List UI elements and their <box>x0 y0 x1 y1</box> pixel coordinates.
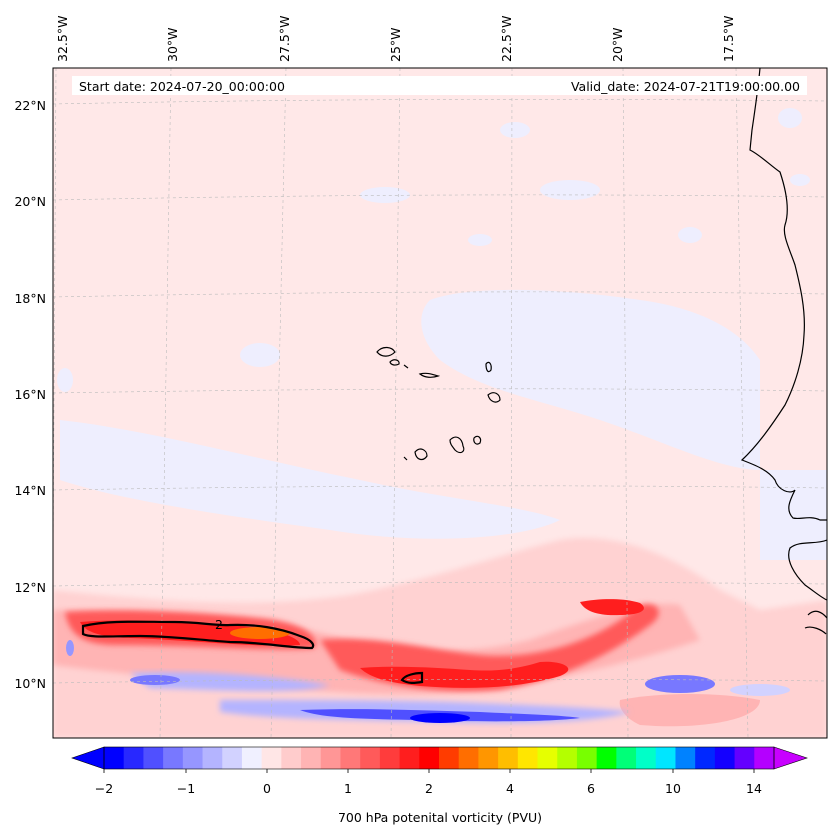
colorbar-cell <box>301 747 322 769</box>
map-plot-area[interactable]: 2 <box>52 68 827 738</box>
lon-label-20w: 20°W <box>610 27 625 62</box>
coastlines <box>740 68 827 635</box>
colorbar-under-arrow <box>71 746 105 770</box>
colorbar-cell <box>202 747 223 769</box>
colorbar-label: 700 hPa potenital vorticity (PVU) <box>338 810 542 825</box>
colorbar-cell <box>163 747 184 769</box>
colorbar-cell <box>360 747 381 769</box>
colorbar-cell <box>340 747 361 769</box>
colorbar-cell <box>636 747 657 769</box>
cb-tick-label: 10 <box>665 781 681 796</box>
colorbar-cell <box>261 747 282 769</box>
lat-label-12n: 12°N <box>14 580 46 595</box>
map-frame <box>52 67 828 739</box>
colorbar-cell <box>182 747 204 769</box>
colorbar-cell <box>655 747 676 769</box>
colorbar-cell <box>320 747 341 769</box>
lon-label-32-5w: 32.5°W <box>55 16 70 62</box>
colorbar-frame <box>103 746 775 770</box>
colorbar-cell <box>143 747 164 769</box>
colorbar: −2 −1 0 1 2 4 6 10 14 700 hPa potenital … <box>71 746 808 825</box>
lat-label-22n: 22°N <box>14 98 46 113</box>
colorbar-cell <box>537 747 558 769</box>
colorbar-cell <box>734 747 755 769</box>
latitude-labels: 22°N 20°N 18°N 16°N 14°N 12°N 10°N <box>14 98 46 691</box>
lat-label-10n: 10°N <box>14 676 46 691</box>
colorbar-cell <box>616 747 637 769</box>
colorbar-ticks: −2 −1 0 1 2 4 6 10 14 <box>95 769 762 796</box>
cape-verde-islands <box>376 346 501 461</box>
colorbar-cell <box>517 747 539 769</box>
cb-tick-label: −2 <box>95 781 113 796</box>
lon-label-27-5w: 27.5°W <box>277 16 292 62</box>
colorbar-cell <box>458 747 479 769</box>
colorbar-cells <box>104 747 775 769</box>
cb-tick-label: 2 <box>425 781 433 796</box>
cb-tick-label: 14 <box>746 781 762 796</box>
colorbar-cell <box>557 747 578 769</box>
lon-label-22-5w: 22.5°W <box>499 16 514 62</box>
lat-label-18n: 18°N <box>14 291 46 306</box>
colorbar-cell <box>478 747 499 769</box>
colorbar-cell <box>281 747 302 769</box>
header-box <box>72 76 807 95</box>
colorbar-cell <box>419 747 440 769</box>
pv-negative-streaks <box>66 640 790 724</box>
cb-tick-label: 1 <box>344 781 352 796</box>
cb-tick-label: 4 <box>506 781 514 796</box>
colorbar-cell <box>498 747 519 769</box>
colorbar-cell <box>379 747 401 769</box>
colorbar-cell <box>241 747 263 769</box>
map-gridlines <box>53 68 827 738</box>
start-date-label: Start date: 2024-07-20_00:00:00 <box>79 79 285 94</box>
longitude-labels: 32.5°W 30°W 27.5°W 25°W 22.5°W 20°W 17.5… <box>55 16 736 62</box>
lat-label-20n: 20°N <box>14 194 46 209</box>
colorbar-cell <box>399 747 420 769</box>
pv-negative-patches <box>57 108 827 560</box>
cb-tick-label: −1 <box>177 781 195 796</box>
colorbar-cell <box>754 747 775 769</box>
lon-label-17-5w: 17.5°W <box>721 16 736 62</box>
colorbar-cell <box>576 747 598 769</box>
lat-label-16n: 16°N <box>14 387 46 402</box>
cb-tick-label: 6 <box>587 781 595 796</box>
contour-label-2: 2 <box>215 617 223 632</box>
colorbar-cell <box>123 747 144 769</box>
colorbar-cell <box>222 747 243 769</box>
colorbar-cell <box>439 747 460 769</box>
lat-label-14n: 14°N <box>14 483 46 498</box>
colorbar-cell <box>104 747 125 769</box>
africa-coastline <box>740 68 827 521</box>
lon-label-25w: 25°W <box>388 27 403 62</box>
valid-date-label: Valid_date: 2024-07-21T19:00:00.00 <box>571 79 800 94</box>
cb-tick-label: 0 <box>263 781 271 796</box>
colorbar-cell <box>695 747 716 769</box>
colorbar-cell <box>714 747 736 769</box>
colorbar-cell <box>596 747 617 769</box>
pv-2-contours <box>81 620 424 684</box>
colorbar-over-arrow <box>773 746 808 770</box>
lon-label-30w: 30°W <box>165 27 180 62</box>
colorbar-cell <box>675 747 696 769</box>
